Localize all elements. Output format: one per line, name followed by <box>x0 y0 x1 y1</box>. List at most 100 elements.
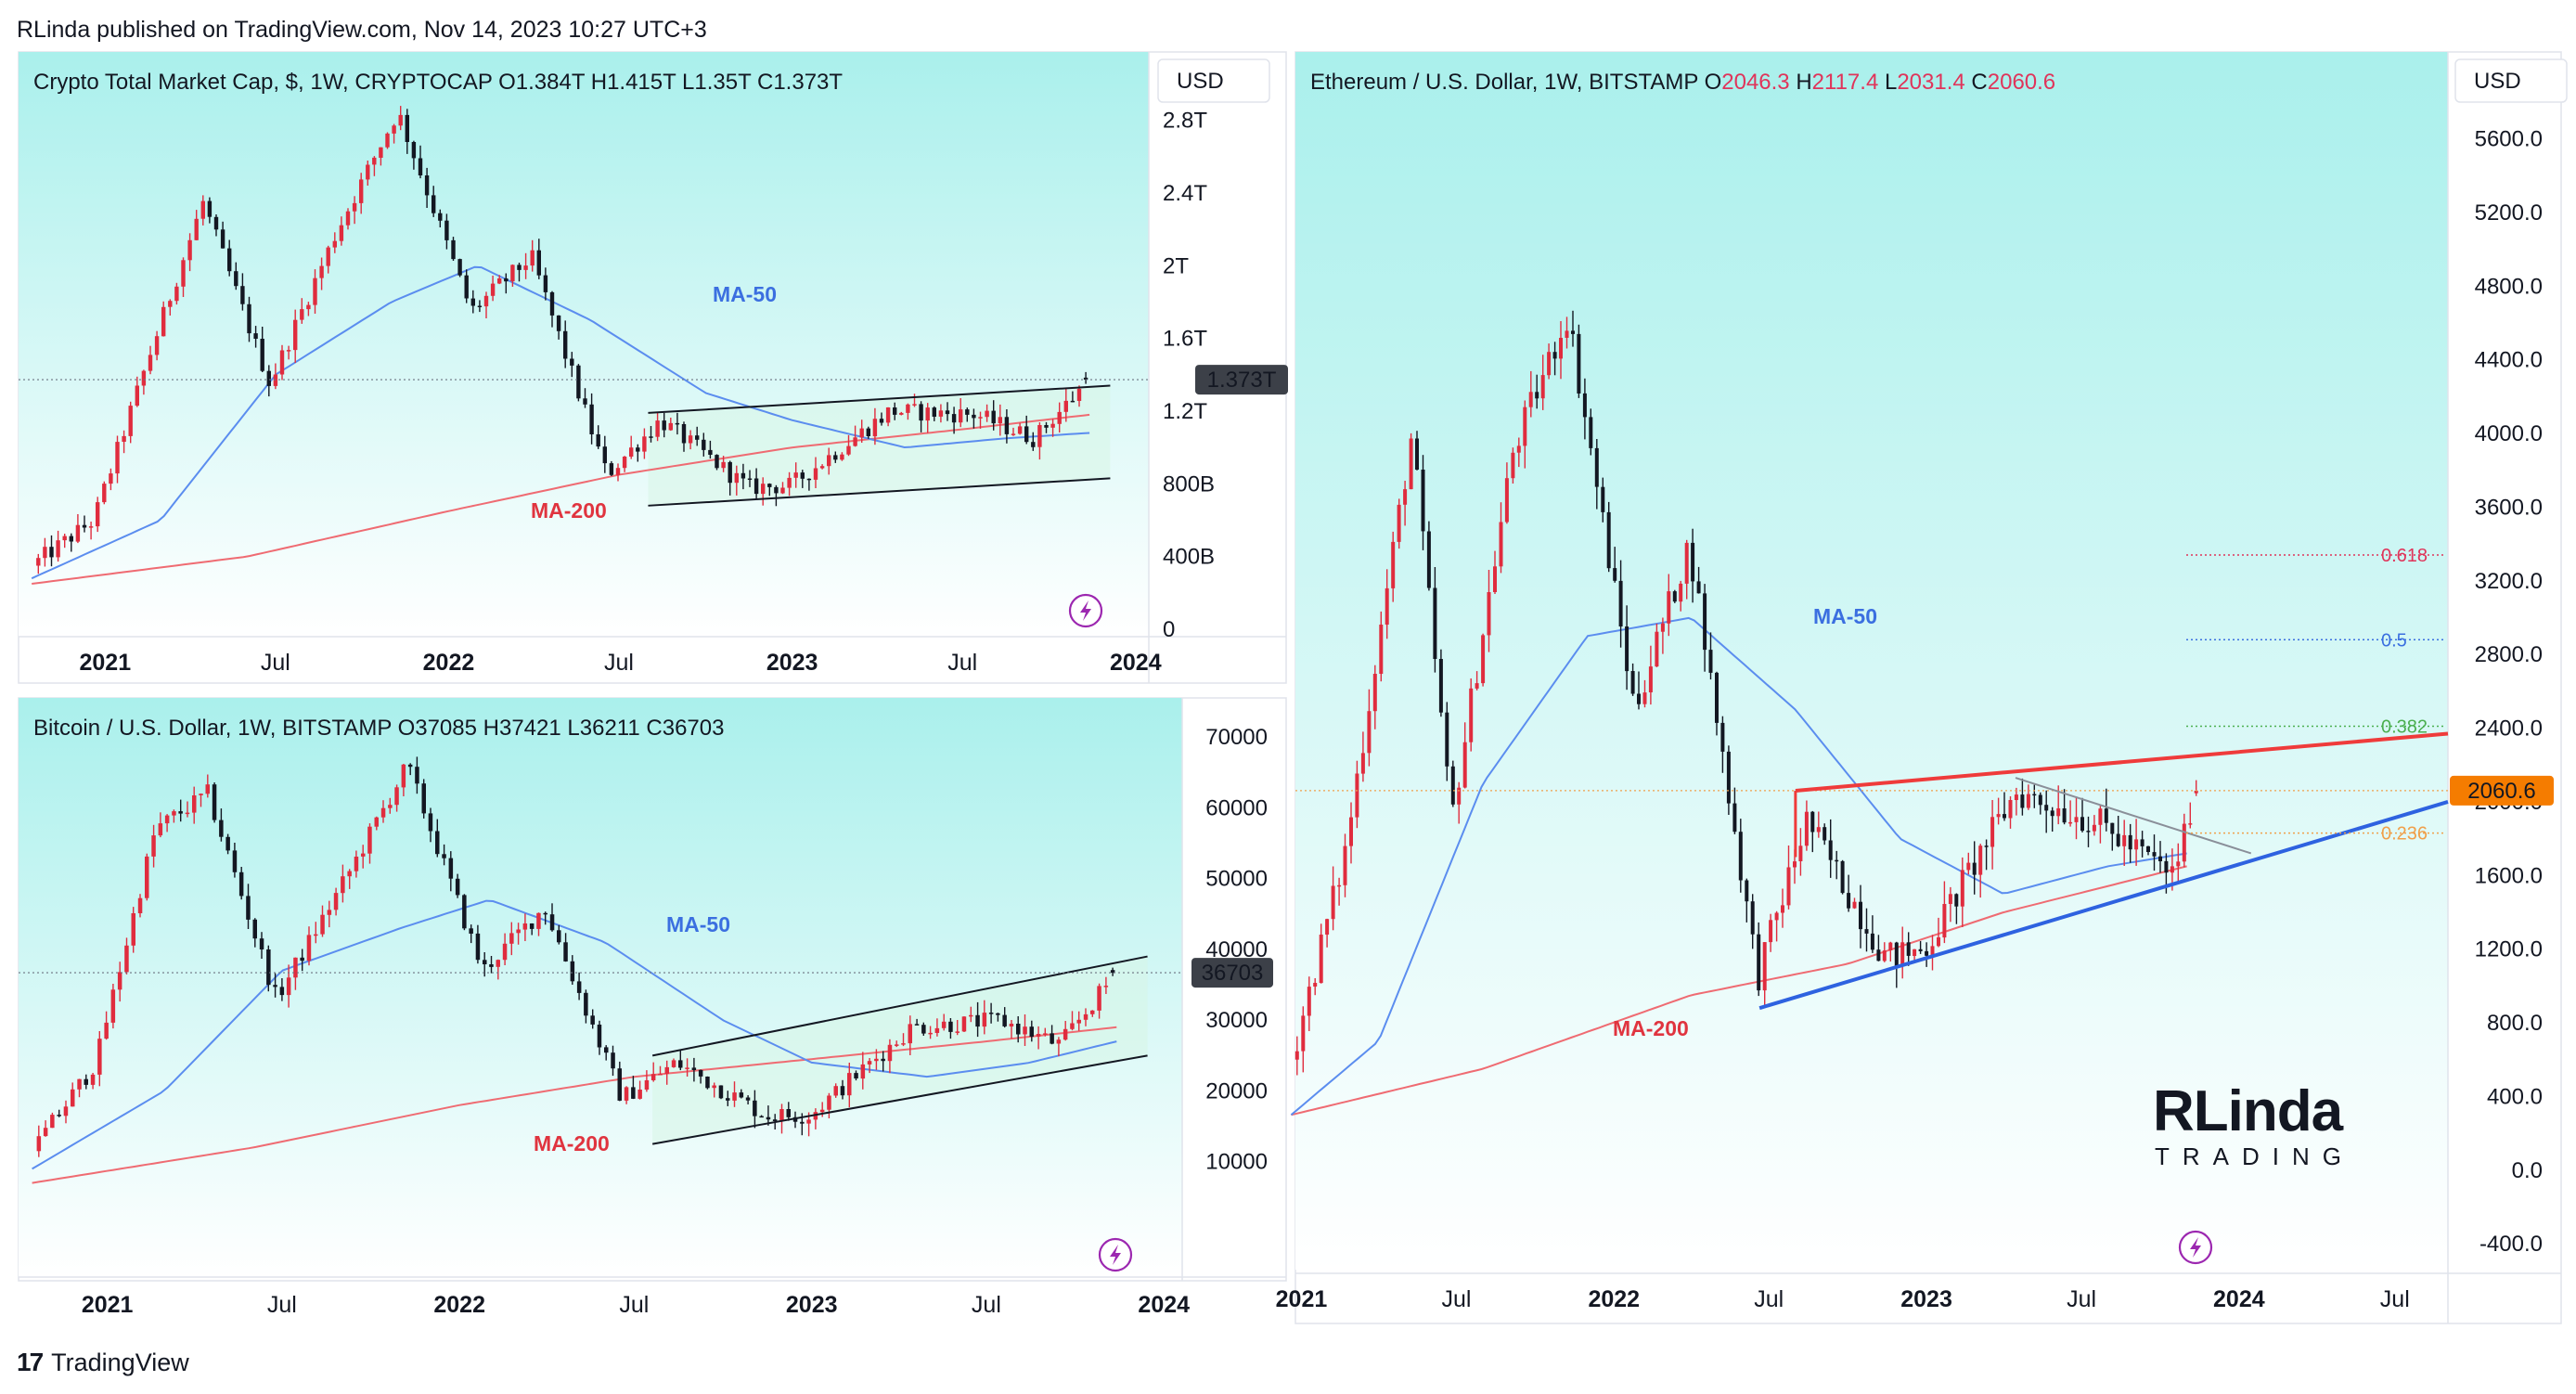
candle-body[interactable] <box>739 1092 744 1098</box>
candle-body[interactable] <box>77 1078 82 1090</box>
candle-body[interactable] <box>2128 834 2132 850</box>
candle-body[interactable] <box>860 1064 866 1079</box>
candle-body[interactable] <box>543 275 548 292</box>
tradingview-footer[interactable]: 17 TradingView <box>17 1348 189 1377</box>
candle-body[interactable] <box>483 295 489 307</box>
candle-body[interactable] <box>1029 1026 1035 1037</box>
candle-body[interactable] <box>185 812 190 815</box>
candle-body[interactable] <box>921 1025 926 1034</box>
candle-body[interactable] <box>451 239 456 260</box>
candle-body[interactable] <box>483 960 487 964</box>
candle-body[interactable] <box>766 1116 771 1120</box>
candle-body[interactable] <box>833 455 838 460</box>
candle-body[interactable] <box>1774 912 1779 921</box>
candle-body[interactable] <box>536 912 541 929</box>
candle-body[interactable] <box>901 1043 906 1045</box>
candle-body[interactable] <box>955 1031 960 1033</box>
candle-body[interactable] <box>1433 587 1437 660</box>
candle-body[interactable] <box>273 985 277 987</box>
candle-body[interactable] <box>1057 411 1062 424</box>
candle-body[interactable] <box>1708 650 1713 673</box>
candle-body[interactable] <box>345 211 351 226</box>
candle-body[interactable] <box>671 1060 676 1067</box>
candle-body[interactable] <box>36 558 41 566</box>
candle-body[interactable] <box>510 265 515 282</box>
candle-body[interactable] <box>718 1085 724 1099</box>
candle-body[interactable] <box>418 158 423 176</box>
candle-body[interactable] <box>2086 831 2091 833</box>
candle-body[interactable] <box>1325 919 1330 935</box>
candle-body[interactable] <box>985 410 989 418</box>
candle-body[interactable] <box>753 1100 757 1116</box>
candle-body[interactable] <box>1367 711 1372 754</box>
candle-body[interactable] <box>570 358 574 366</box>
candle-body[interactable] <box>726 1098 730 1101</box>
candle-body[interactable] <box>374 817 380 827</box>
candle-body[interactable] <box>232 850 238 872</box>
candle-body[interactable] <box>988 1013 994 1014</box>
candle-body[interactable] <box>658 1074 663 1076</box>
candle-body[interactable] <box>82 524 87 528</box>
candle-body[interactable] <box>972 414 976 419</box>
candle-body[interactable] <box>879 419 884 423</box>
candle-body[interactable] <box>444 220 449 240</box>
candle-body[interactable] <box>2140 839 2145 846</box>
candle-body[interactable] <box>1864 929 1869 934</box>
candle-body[interactable] <box>69 536 73 542</box>
candle-body[interactable] <box>1840 860 1845 894</box>
candle-body[interactable] <box>668 422 673 431</box>
candle-body[interactable] <box>2176 861 2181 867</box>
candle-body[interactable] <box>313 278 317 305</box>
candle-body[interactable] <box>1888 942 1893 950</box>
candle-body[interactable] <box>1835 859 1839 862</box>
candle-body[interactable] <box>622 457 627 469</box>
candle-body[interactable] <box>2032 794 2037 796</box>
candle-body[interactable] <box>741 472 746 479</box>
candle-body[interactable] <box>273 374 278 386</box>
candle-body[interactable] <box>470 298 475 306</box>
candle-body[interactable] <box>1762 942 1767 991</box>
candle-body[interactable] <box>780 487 785 494</box>
candle-body[interactable] <box>145 856 149 898</box>
candle-body[interactable] <box>887 1044 893 1062</box>
candle-body[interactable] <box>172 811 176 816</box>
candle-body[interactable] <box>1070 1023 1075 1029</box>
candle-body[interactable] <box>1499 522 1503 567</box>
candle-body[interactable] <box>1559 338 1563 359</box>
candle-body[interactable] <box>1031 442 1036 447</box>
candle-body[interactable] <box>596 434 600 447</box>
candle-body[interactable] <box>148 355 153 371</box>
total-currency-button[interactable] <box>1157 58 1270 103</box>
candle-body[interactable] <box>428 813 433 832</box>
total-channel-upper-line[interactable] <box>648 384 1111 414</box>
candle-body[interactable] <box>1076 388 1082 401</box>
candle-body[interactable] <box>260 339 264 371</box>
candle-body[interactable] <box>649 436 653 438</box>
candle-body[interactable] <box>1301 1015 1306 1052</box>
candle-body[interactable] <box>2050 810 2054 817</box>
candle-body[interactable] <box>1493 566 1497 592</box>
candle-body[interactable] <box>161 306 166 337</box>
candle-body[interactable] <box>421 783 427 814</box>
eth-currency-button[interactable] <box>2454 58 2568 103</box>
candle-body[interactable] <box>1469 688 1474 742</box>
candle-body[interactable] <box>853 437 857 446</box>
candle-body[interactable] <box>1313 983 1318 987</box>
candle-body[interactable] <box>1769 920 1773 943</box>
candle-body[interactable] <box>1063 400 1068 412</box>
candle-body[interactable] <box>2062 808 2067 823</box>
candle-body[interactable] <box>728 461 732 484</box>
candle-body[interactable] <box>866 428 870 436</box>
candle-body[interactable] <box>1798 845 1803 861</box>
candle-body[interactable] <box>1565 330 1569 338</box>
candle-body[interactable] <box>151 835 156 857</box>
candle-body[interactable] <box>88 526 94 528</box>
candle-body[interactable] <box>1571 330 1575 334</box>
candle-body[interactable] <box>1391 541 1396 588</box>
candle-body[interactable] <box>2080 817 2084 832</box>
candle-body[interactable] <box>1360 753 1365 774</box>
candle-body[interactable] <box>2170 866 2174 873</box>
candle-body[interactable] <box>1009 1024 1014 1026</box>
candle-body[interactable] <box>96 502 100 527</box>
candle-body[interactable] <box>2003 814 2006 819</box>
